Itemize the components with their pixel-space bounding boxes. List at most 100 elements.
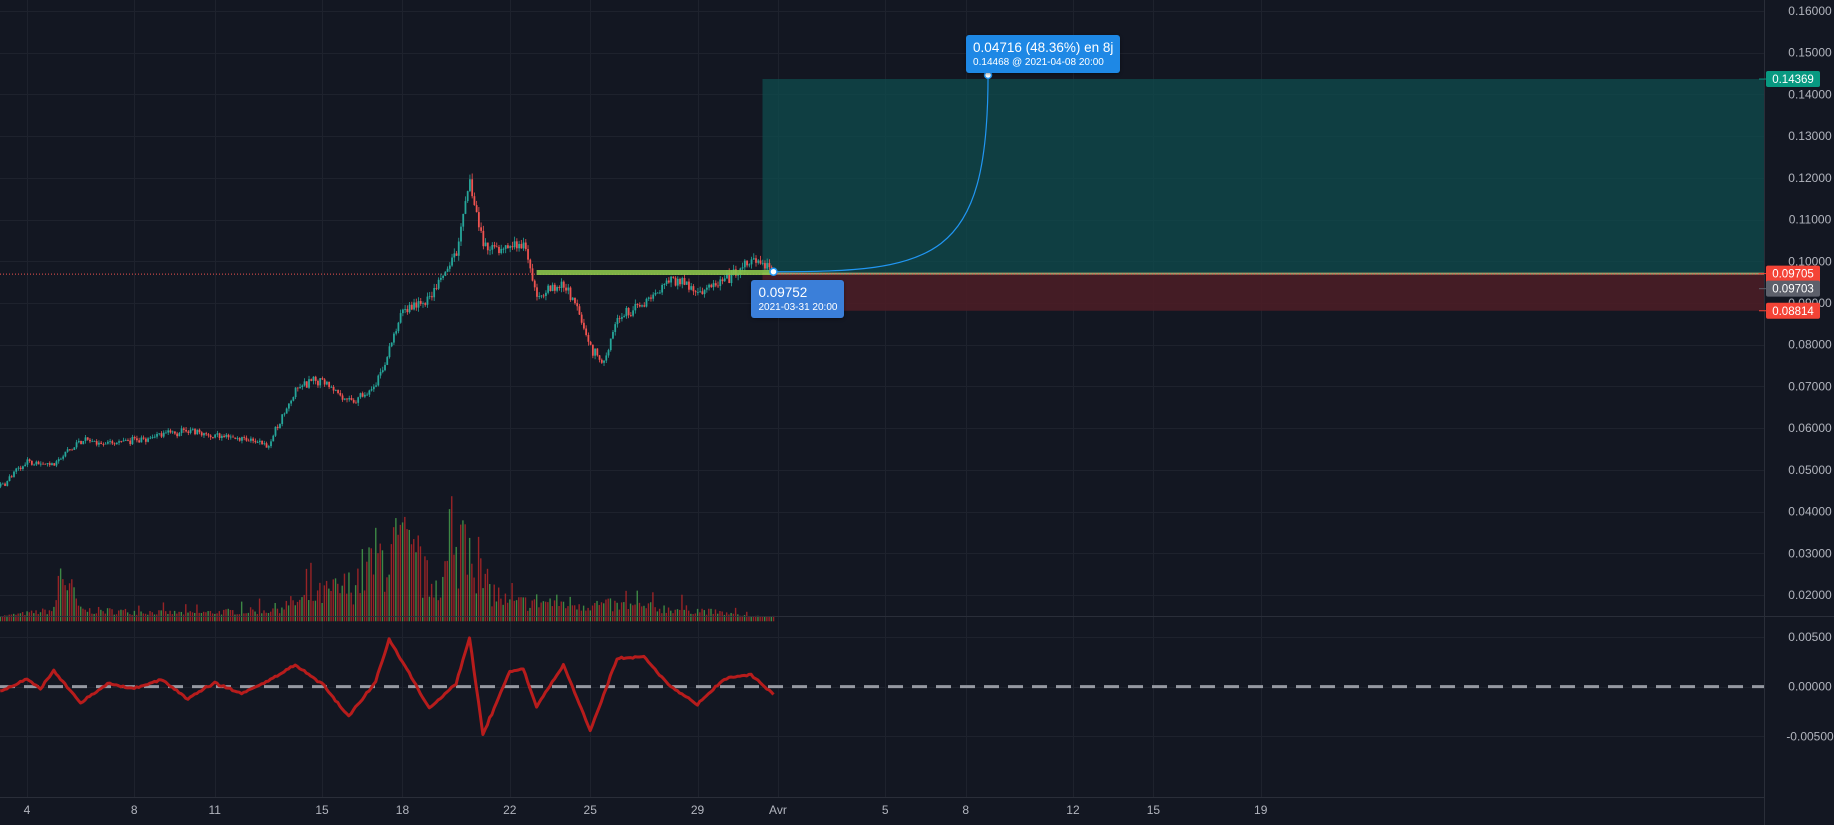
volume-bar <box>647 603 650 622</box>
volume-bar <box>426 560 428 622</box>
candle-body <box>106 441 109 444</box>
candle-body <box>643 305 646 307</box>
candle-body <box>156 433 158 437</box>
candle-body <box>48 463 51 466</box>
volume-bar <box>772 615 775 622</box>
candle-body <box>652 294 655 299</box>
candle-body <box>198 429 201 433</box>
volume-bar <box>540 602 542 622</box>
time-axis[interactable]: 4 8 11 15 18 22 25 29 Avr 5 8 12 15 19 <box>24 803 1268 817</box>
volume-bar <box>645 608 647 622</box>
candle-body <box>165 432 167 434</box>
volume-bar <box>544 601 547 622</box>
candle-body <box>28 459 31 461</box>
candle-body <box>109 441 111 442</box>
candle-body <box>571 297 574 300</box>
candle-body <box>384 364 386 371</box>
volume-bar <box>93 613 95 622</box>
time-tick-label: 15 <box>315 803 329 817</box>
candle-body <box>250 438 252 441</box>
time-tick-label: 8 <box>131 803 138 817</box>
volume-bar <box>421 597 424 622</box>
candle-body <box>719 279 722 287</box>
volume-bar <box>325 580 328 622</box>
volume-bar <box>274 603 276 622</box>
volume-bar <box>573 605 576 622</box>
volume-bar <box>238 614 241 622</box>
candlestick-series[interactable] <box>0 173 775 489</box>
candle-body <box>714 283 717 286</box>
target-zone[interactable] <box>762 79 1764 274</box>
candle-body <box>359 393 362 398</box>
volume-bar <box>663 605 665 622</box>
oscillator-axis[interactable]: 0.00500 0.00000 -0.00500 <box>1786 630 1834 743</box>
volume-bar <box>448 509 451 622</box>
candle-body <box>453 253 456 258</box>
candle-body <box>232 436 234 438</box>
volume-bar <box>480 558 482 622</box>
projection-curve[interactable] <box>773 74 989 273</box>
volume-bar <box>310 562 312 622</box>
volume-bar <box>567 606 569 622</box>
candle-body <box>721 279 724 282</box>
candle-body <box>227 434 230 438</box>
candle-body <box>444 271 447 276</box>
volume-bar <box>348 572 350 622</box>
candle-body <box>60 458 62 460</box>
volume-bar <box>216 613 218 622</box>
candle-body <box>169 430 172 433</box>
price-tick-label: 0.04000 <box>1788 505 1832 519</box>
candle-body <box>194 429 196 435</box>
volume-bar <box>576 609 578 622</box>
volume-bar <box>623 602 625 622</box>
volume-bar <box>451 496 453 622</box>
volume-bar <box>491 606 493 622</box>
projection-start-point[interactable] <box>769 267 778 276</box>
volume-bar <box>430 583 433 622</box>
stop-zone[interactable] <box>762 273 1764 311</box>
volume-bar <box>419 546 422 622</box>
candle-body <box>15 468 18 472</box>
candle-body <box>37 461 40 465</box>
candle-body <box>507 245 509 248</box>
volume-bar <box>600 602 603 622</box>
volume-bar <box>674 609 676 622</box>
volume-bar <box>683 609 685 622</box>
candle-body <box>147 438 149 442</box>
volume-bar <box>292 600 294 622</box>
volume-bar <box>495 601 498 622</box>
candle-body <box>44 463 47 465</box>
candle-body <box>283 413 286 415</box>
candle-body <box>542 295 545 297</box>
volume-bar <box>113 614 115 622</box>
candle-body <box>30 460 33 465</box>
candle-body <box>457 241 460 256</box>
candle-body <box>703 289 706 295</box>
candle-body <box>299 387 301 389</box>
volume-bar <box>763 616 766 622</box>
volume-bar <box>97 606 100 622</box>
candle-body <box>243 437 246 438</box>
price-axis[interactable]: 0.16000 0.15000 0.14000 0.13000 0.12000 0.110… <box>1788 4 1832 602</box>
volume-bar <box>661 613 663 622</box>
candle-body <box>591 344 594 356</box>
time-tick-label: 12 <box>1066 803 1080 817</box>
candle-body <box>502 248 505 250</box>
volume-bar <box>493 584 495 622</box>
candle-body <box>746 260 748 266</box>
volume-bar <box>743 615 746 622</box>
candle-body <box>752 258 755 260</box>
candle-body <box>305 381 308 388</box>
price-tick-label: 0.02000 <box>1788 588 1832 602</box>
candle-body <box>133 437 136 439</box>
oscillator-tick-label: -0.00500 <box>1786 729 1834 743</box>
candle-body <box>659 292 661 294</box>
candle-body <box>348 398 351 400</box>
candle-body <box>178 433 181 437</box>
projection-end-target: 0.14468 @ 2021-04-08 20:00 <box>973 56 1104 68</box>
candle-body <box>265 443 268 448</box>
volume-bar <box>553 600 556 622</box>
candle-body <box>366 394 369 396</box>
volume-bar <box>57 575 60 622</box>
